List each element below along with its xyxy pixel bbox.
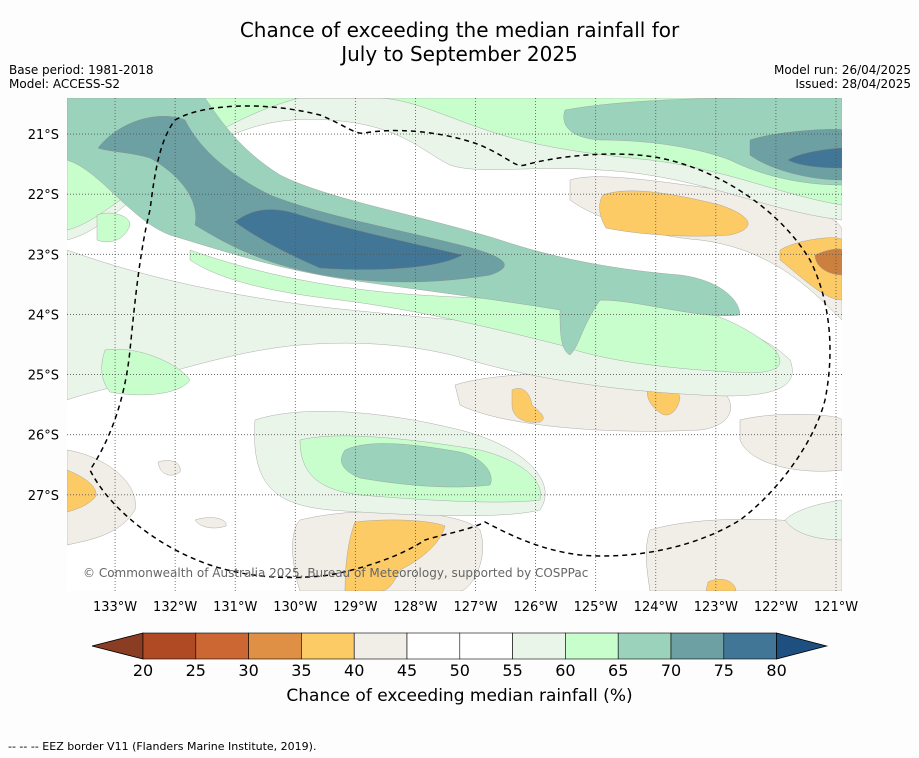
colorbar-swatch — [353, 632, 408, 660]
copyright-text: © Commonwealth of Australia 2025, Bureau… — [83, 566, 588, 580]
colorbar-tick: 60 — [555, 661, 575, 680]
contour-35-40 — [599, 190, 749, 237]
map-title: Chance of exceeding the median rainfall … — [0, 18, 919, 66]
contour-75-80 — [234, 209, 463, 270]
contour-40-45 — [67, 449, 136, 546]
lon-label: 124°W — [634, 600, 678, 615]
colorbar-swatch — [670, 632, 725, 660]
colorbar-tick: 75 — [714, 661, 734, 680]
contour-55-60 — [67, 249, 793, 401]
colorbar-swatch — [406, 632, 461, 660]
contour-fields — [67, 98, 842, 591]
colorbar-label: Chance of exceeding median rainfall (%) — [286, 686, 633, 706]
lon-label: 123°W — [694, 600, 738, 615]
colorbar-swatch — [617, 632, 672, 660]
colorbar-swatch — [301, 632, 355, 660]
contour-60-65 — [101, 349, 191, 396]
colorbar-low-extend — [91, 632, 144, 660]
lat-label: 27°S — [28, 489, 59, 504]
meta-right: Model run: 26/04/2025 Issued: 28/04/2025 — [774, 63, 911, 91]
colorbar-swatch — [723, 632, 777, 660]
contour-60-65 — [189, 249, 781, 373]
contour-55-60 — [784, 499, 842, 541]
contour-70-75 — [749, 129, 842, 181]
lon-label: 126°W — [514, 600, 558, 615]
colorbar-tick: 25 — [186, 661, 206, 680]
gridlines — [67, 98, 842, 591]
title-line-1: Chance of exceeding the median rainfall … — [239, 18, 680, 42]
eez-border — [89, 105, 831, 579]
colorbar-tick: 80 — [766, 661, 786, 680]
lon-label: 133°W — [93, 600, 137, 615]
colorbar-high-extend — [776, 632, 829, 660]
lon-label: 121°W — [814, 600, 858, 615]
colorbar-swatch — [195, 632, 249, 660]
lon-label: 122°W — [754, 600, 798, 615]
colorbar-tick: 45 — [397, 661, 417, 680]
lat-label: 22°S — [28, 188, 59, 203]
colorbar-tick: 65 — [608, 661, 628, 680]
model-name: Model: ACCESS-S2 — [9, 77, 121, 91]
contour-65-70 — [341, 443, 492, 488]
latitude-labels: 21°S 22°S 23°S 24°S 25°S 26°S 27°S — [28, 128, 59, 504]
title-line-2: July to September 2025 — [341, 42, 578, 66]
contour-35-40 — [705, 579, 737, 591]
contour-65-70 — [67, 98, 741, 356]
contour-40-45 — [739, 414, 842, 472]
colorbar-tick: 50 — [450, 661, 470, 680]
colorbar-tick: 55 — [502, 661, 522, 680]
footnote: -- -- -- EEZ border V11 (Flanders Marine… — [8, 740, 317, 753]
colorbar-tick: 70 — [661, 661, 681, 680]
colorbar-swatch — [459, 632, 513, 660]
contour-70-75 — [97, 116, 505, 283]
lon-label: 130°W — [273, 600, 317, 615]
contour-60-65 — [96, 212, 131, 243]
lat-label: 26°S — [28, 429, 59, 444]
lon-label: 128°W — [393, 600, 437, 615]
longitude-labels: 133°W 132°W 131°W 130°W 129°W 128°W 127°W 126°W… — [93, 600, 858, 615]
colorbar-swatch — [248, 632, 302, 660]
colorbar-tick: 40 — [344, 661, 364, 680]
base-period: Base period: 1981-2018 — [9, 63, 154, 77]
lon-label: 125°W — [574, 600, 618, 615]
contour-40-45 — [194, 517, 227, 529]
lat-label: 24°S — [28, 308, 59, 323]
meta-left: Base period: 1981-2018 Model: ACCESS-S2 — [9, 63, 154, 91]
lon-label: 132°W — [153, 600, 197, 615]
contour-30-35 — [814, 248, 842, 276]
contour-75-80 — [787, 147, 842, 169]
colorbar-tick: 30 — [238, 661, 258, 680]
colorbar-swatch — [142, 632, 197, 660]
lat-label: 25°S — [28, 369, 59, 384]
contour-35-40 — [67, 469, 97, 513]
contour-40-45 — [157, 460, 181, 476]
lat-label: 23°S — [28, 248, 59, 263]
model-run: Model run: 26/04/2025 — [773, 63, 911, 77]
issued-date: Issued: 28/04/2025 — [795, 77, 911, 91]
lon-label: 131°W — [213, 600, 257, 615]
colorbar-swatch — [565, 632, 619, 660]
colorbar-swatch — [512, 632, 566, 660]
colorbar-tick: 20 — [133, 661, 153, 680]
colorbar-tick: 35 — [291, 661, 311, 680]
lon-label: 127°W — [453, 600, 497, 615]
lat-label: 21°S — [28, 128, 59, 143]
lon-label: 129°W — [333, 600, 377, 615]
colorbar: 20 25 30 35 40 45 50 55 60 65 70 75 80 — [91, 632, 829, 680]
